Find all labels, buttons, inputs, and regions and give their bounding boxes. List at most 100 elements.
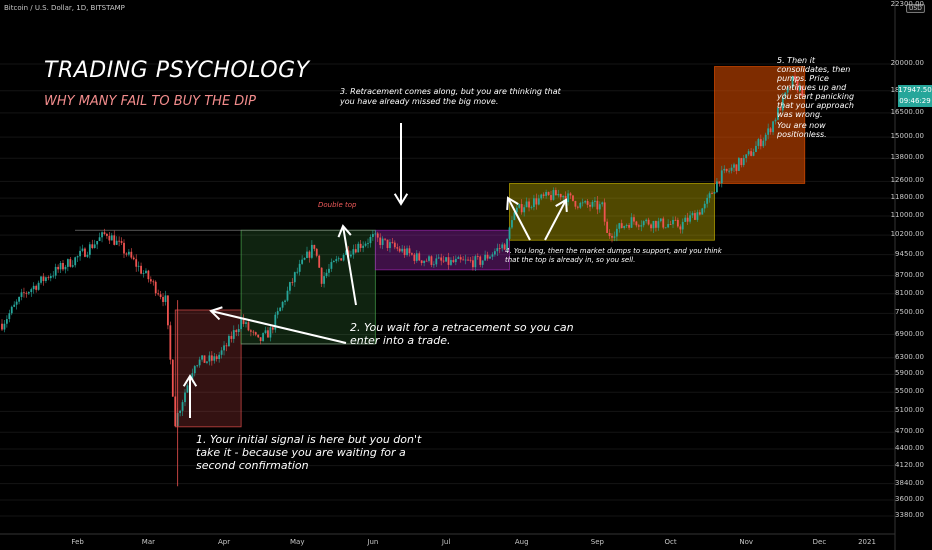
arrow-double-top-head: [337, 224, 352, 238]
candle-body: [32, 285, 35, 290]
candle-body: [115, 240, 118, 245]
candle-body: [674, 219, 677, 221]
candle-body: [552, 190, 555, 200]
candle-body: [735, 164, 738, 171]
candle-body: [84, 248, 86, 257]
candle-body: [401, 248, 404, 252]
candle-body: [415, 253, 418, 261]
candle-body: [66, 259, 69, 267]
candle-body: [242, 318, 245, 324]
candle-body: [230, 335, 233, 339]
candle-body: [74, 257, 77, 266]
candle-body: [589, 204, 591, 207]
candle-body: [676, 219, 679, 227]
candle-body: [110, 235, 113, 241]
candle-body: [718, 181, 721, 184]
candle-body: [252, 331, 255, 333]
candle-body: [45, 277, 47, 282]
candle-body: [655, 220, 657, 228]
countdown-tag: 09:46:29: [898, 96, 932, 108]
candle-body: [601, 202, 604, 205]
candle-body: [611, 236, 613, 238]
candle-body: [118, 240, 121, 242]
candle-body: [301, 259, 304, 264]
candle-body: [169, 325, 172, 360]
y-tick-label: 15000.00: [890, 132, 924, 141]
candle-body: [659, 218, 662, 222]
arrow-retracement-wait-head: [209, 306, 223, 321]
candle-body: [647, 219, 650, 225]
candle-body: [215, 356, 218, 359]
candle-body: [1, 323, 3, 330]
candle-body: [598, 204, 601, 210]
candle-body: [269, 327, 272, 338]
arrow-double-top: [342, 225, 357, 306]
zone-orange: [714, 66, 806, 184]
double-top-label: Double top: [318, 201, 357, 209]
candle-body: [237, 329, 240, 333]
candle-body: [203, 355, 206, 363]
candle-body: [59, 263, 62, 270]
candle-body: [154, 281, 157, 294]
candle-body: [332, 261, 335, 263]
candle-body: [606, 221, 609, 233]
note-wait-retracement: 2. You wait for a retracement so you can…: [350, 321, 574, 347]
candle-body: [140, 265, 142, 274]
y-tick-label: 8700.00: [895, 270, 924, 279]
candle-body: [747, 151, 750, 155]
candle-body: [91, 244, 94, 249]
currency-button[interactable]: USD: [906, 4, 925, 13]
candle-body: [289, 282, 291, 291]
candle-body: [603, 202, 606, 222]
candle-body: [162, 297, 164, 302]
annotation-arrows: [182, 123, 568, 418]
candle-body: [308, 251, 311, 258]
candle-body: [340, 258, 343, 261]
candle-body: [147, 270, 150, 280]
candle-body: [730, 167, 733, 171]
candle-body: [750, 151, 752, 156]
candle-body: [293, 272, 296, 283]
candle-body: [525, 201, 528, 208]
candle-body: [49, 276, 52, 279]
candle-body: [630, 217, 633, 228]
candle-body: [174, 396, 177, 427]
candle-body: [171, 359, 174, 397]
candle-body: [615, 228, 618, 237]
candle-body: [437, 257, 440, 259]
zone-yellow: [509, 183, 715, 241]
candle-body: [650, 224, 652, 229]
candle-body: [530, 206, 533, 208]
candle-body: [101, 232, 103, 238]
candle-body: [523, 207, 526, 213]
candle-body: [359, 243, 362, 248]
candle-body: [486, 254, 489, 259]
candle-body: [20, 292, 23, 297]
candle-body: [545, 192, 548, 196]
candle-body: [703, 203, 706, 209]
candle-body: [757, 139, 760, 146]
candle-body: [686, 217, 689, 222]
candle-body: [520, 204, 523, 213]
candle-body: [96, 241, 99, 245]
candle-body: [350, 254, 352, 257]
candle-body: [737, 158, 740, 171]
candle-body: [491, 254, 494, 257]
candle-body: [40, 276, 42, 283]
candle-body: [440, 257, 443, 261]
candle-body: [586, 201, 589, 205]
candle-body: [386, 239, 389, 249]
x-tick-label: Aug: [514, 538, 529, 546]
candle-body: [533, 198, 535, 207]
candle-body: [232, 330, 235, 339]
arrow-long-entry: [507, 197, 531, 241]
y-tick-label: 10200.00: [890, 230, 924, 239]
candle-body: [581, 202, 584, 204]
candle-body: [108, 235, 111, 241]
y-tick-label: 5100.00: [895, 406, 924, 415]
candle-body: [489, 256, 491, 259]
candle-body: [245, 322, 247, 324]
candle-body: [579, 202, 582, 208]
candle-body: [371, 234, 374, 237]
